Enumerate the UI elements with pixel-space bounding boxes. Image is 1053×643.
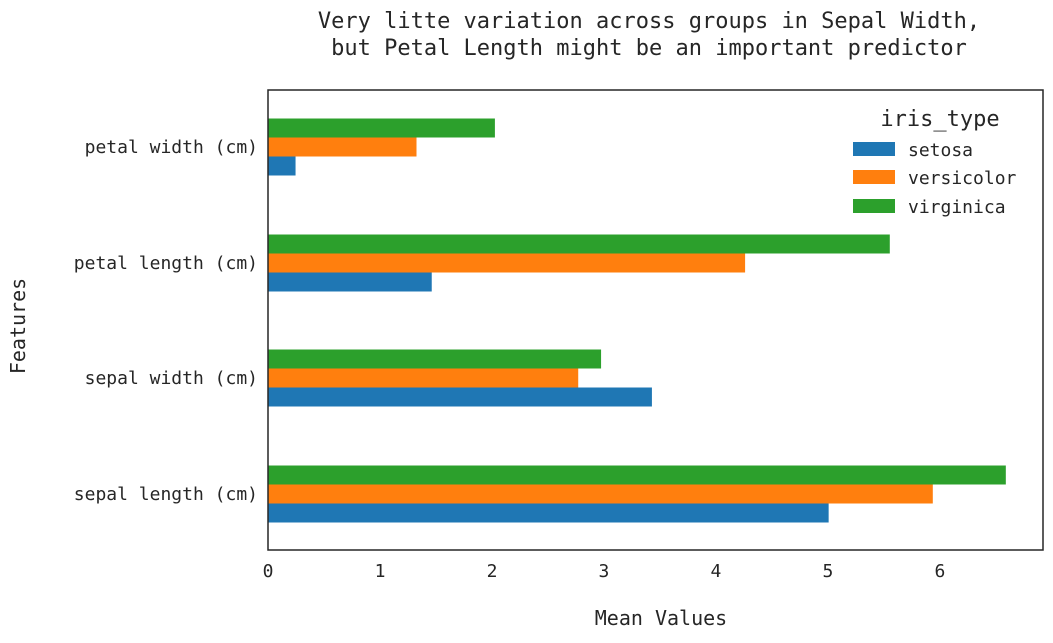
bar-setosa-petal-length-cm	[268, 272, 432, 292]
bar-virginica-sepal-width-cm	[268, 349, 602, 369]
y-tick-label: sepal length (cm)	[74, 484, 258, 505]
ticks-layer: sepal length (cm) sepal width (cm) petal l…	[74, 137, 946, 582]
legend-label-versicolor: versicolor	[908, 168, 1017, 189]
y-tick-label: sepal width (cm)	[85, 368, 258, 389]
legend-title: iris_type	[880, 107, 999, 132]
chart-title-line-2: but Petal Length might be an important p…	[331, 36, 967, 61]
x-tick-label: 4	[711, 561, 722, 582]
chart-title-line-1: Very litte variation across groups in Se…	[318, 9, 980, 34]
x-axis-label: Mean Values	[595, 606, 727, 630]
bar-versicolor-sepal-width-cm	[268, 368, 579, 388]
x-tick-label: 0	[263, 561, 274, 582]
bar-virginica-petal-length-cm	[268, 234, 890, 254]
legend-swatch-versicolor	[853, 170, 895, 184]
legend-label-setosa: setosa	[908, 140, 973, 161]
legend-swatch-virginica	[853, 199, 895, 213]
legend-items: setosa versicolor virginica	[853, 140, 1017, 218]
bar-versicolor-petal-width-cm	[268, 137, 417, 157]
bar-virginica-petal-width-cm	[268, 118, 495, 138]
x-tick-label: 3	[599, 561, 610, 582]
y-tick-label: petal length (cm)	[74, 253, 258, 274]
bar-virginica-sepal-length-cm	[268, 465, 1006, 485]
x-tick-label: 6	[935, 561, 946, 582]
y-axis-label: Features	[6, 278, 30, 374]
bar-versicolor-sepal-length-cm	[268, 484, 933, 504]
legend-label-virginica: virginica	[908, 197, 1006, 218]
bar-versicolor-petal-length-cm	[268, 253, 746, 273]
legend-swatch-setosa	[853, 142, 895, 156]
bar-setosa-petal-width-cm	[268, 156, 296, 176]
x-tick-label: 5	[823, 561, 834, 582]
x-tick-label: 2	[487, 561, 498, 582]
legend: iris_type setosa versicolor virginica	[853, 107, 1017, 218]
plot-frame	[267, 89, 1044, 551]
bar-setosa-sepal-width-cm	[268, 387, 652, 407]
bar-setosa-sepal-length-cm	[268, 503, 829, 523]
x-tick-label: 1	[375, 561, 386, 582]
y-tick-label: petal width (cm)	[85, 137, 258, 158]
bars-layer	[268, 118, 1006, 523]
